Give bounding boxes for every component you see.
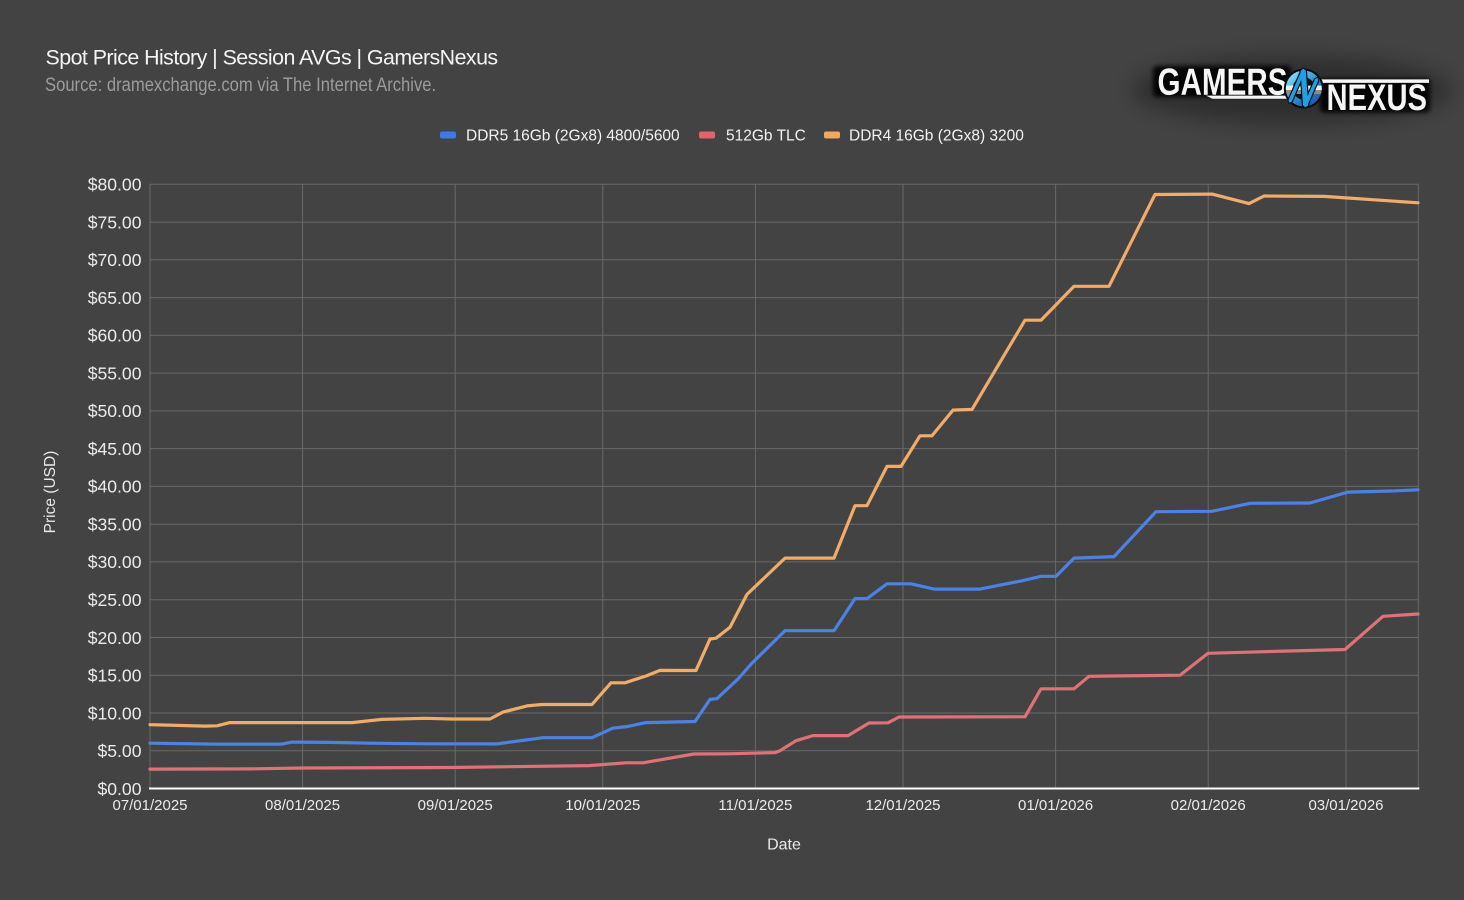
svg-text:07/01/2025: 07/01/2025: [112, 797, 187, 814]
svg-text:Source: dramexchange.com via T: Source: dramexchange.com via The Interne…: [45, 74, 436, 96]
svg-text:$25.00: $25.00: [88, 590, 142, 610]
svg-text:$65.00: $65.00: [88, 288, 142, 308]
svg-text:08/01/2025: 08/01/2025: [265, 797, 340, 814]
svg-text:12/01/2025: 12/01/2025: [865, 797, 940, 814]
svg-text:$15.00: $15.00: [88, 666, 142, 686]
svg-text:10/01/2025: 10/01/2025: [565, 797, 640, 814]
svg-text:$40.00: $40.00: [88, 477, 142, 497]
svg-text:512Gb TLC: 512Gb TLC: [726, 128, 806, 145]
svg-text:$80.00: $80.00: [88, 175, 142, 195]
svg-text:$70.00: $70.00: [88, 250, 142, 270]
svg-text:$35.00: $35.00: [88, 515, 142, 535]
svg-text:$45.00: $45.00: [88, 439, 142, 459]
svg-text:DDR4 16Gb (2Gx8) 3200: DDR4 16Gb (2Gx8) 3200: [849, 128, 1024, 145]
svg-text:Spot Price History | Session A: Spot Price History | Session AVGs | Game…: [46, 45, 498, 69]
svg-text:$20.00: $20.00: [88, 628, 142, 648]
svg-text:$50.00: $50.00: [88, 401, 142, 421]
svg-text:DDR5 16Gb (2Gx8) 4800/5600: DDR5 16Gb (2Gx8) 4800/5600: [466, 128, 680, 145]
svg-text:$10.00: $10.00: [88, 703, 142, 723]
svg-text:02/01/2026: 02/01/2026: [1171, 797, 1246, 814]
svg-text:$5.00: $5.00: [97, 741, 141, 761]
svg-text:01/01/2026: 01/01/2026: [1018, 797, 1093, 814]
svg-text:$75.00: $75.00: [88, 212, 142, 232]
svg-text:03/01/2026: 03/01/2026: [1308, 797, 1383, 814]
svg-text:$0.00: $0.00: [97, 779, 141, 799]
svg-text:11/01/2025: 11/01/2025: [718, 797, 792, 814]
svg-text:09/01/2025: 09/01/2025: [418, 797, 493, 814]
svg-text:$60.00: $60.00: [88, 326, 142, 346]
svg-text:Price (USD): Price (USD): [42, 451, 59, 534]
svg-text:Date: Date: [767, 837, 801, 854]
svg-text:$55.00: $55.00: [88, 363, 142, 383]
svg-text:$30.00: $30.00: [88, 552, 142, 572]
